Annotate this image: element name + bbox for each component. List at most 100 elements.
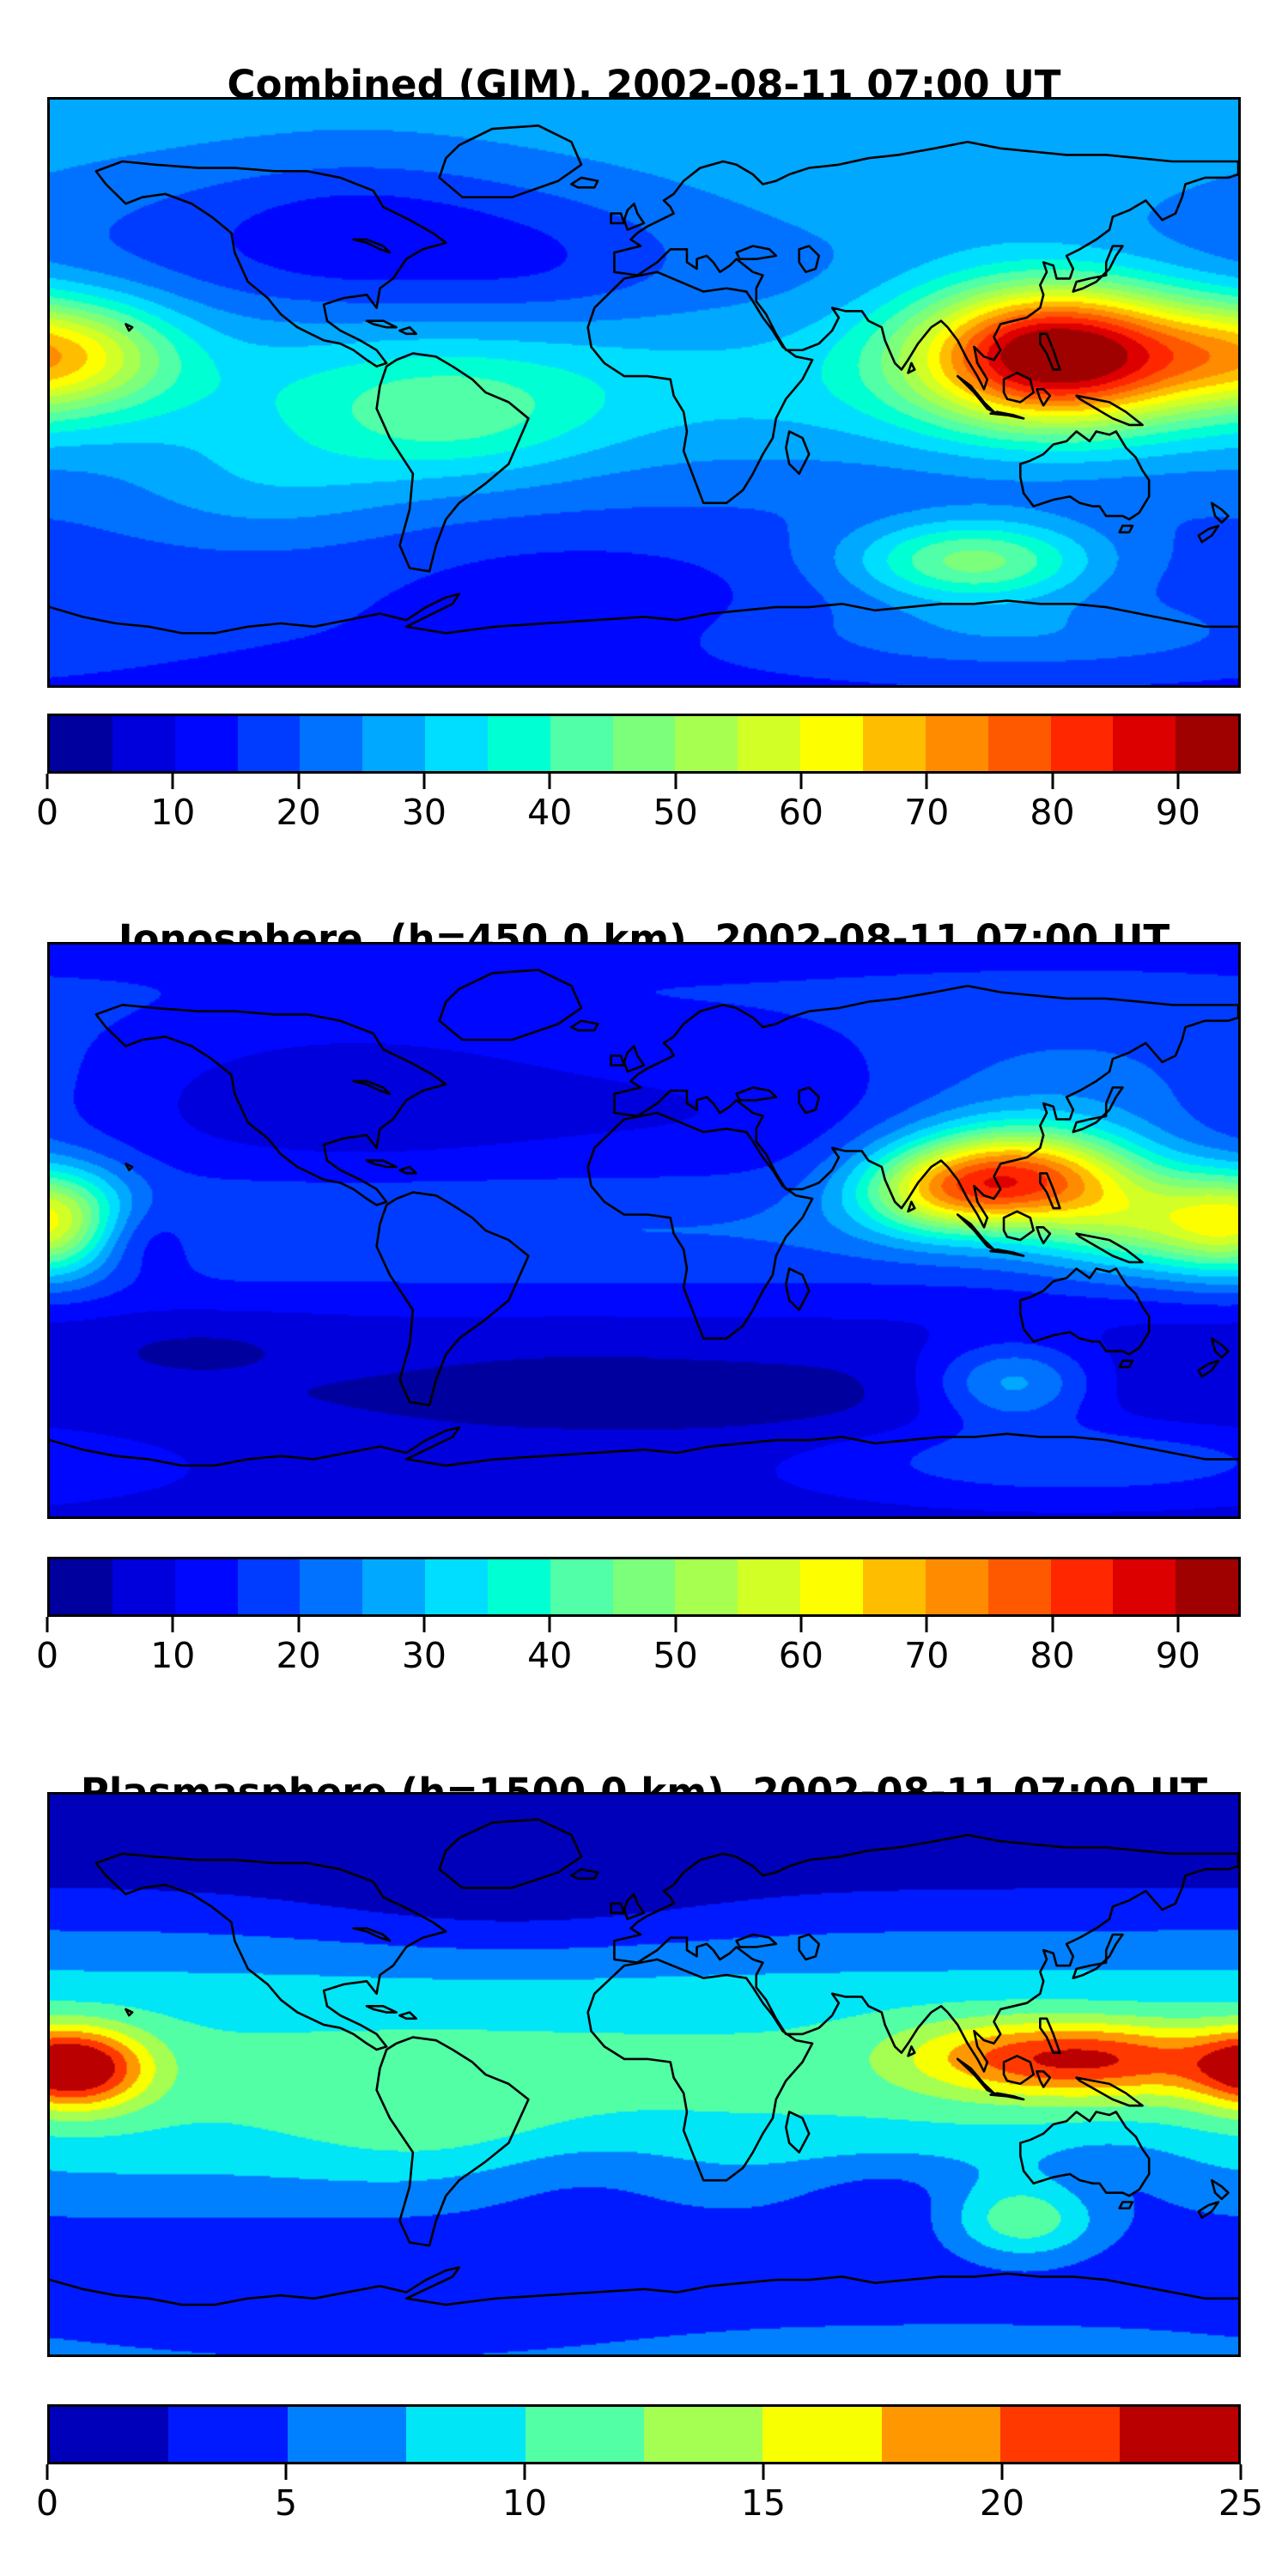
colorbar-band bbox=[925, 716, 988, 771]
colorbar-band bbox=[762, 2407, 882, 2462]
colorbar-tick-label: 10 bbox=[150, 1635, 196, 1676]
colorbar-tick-label: 20 bbox=[276, 792, 321, 833]
colorbar-tick-label: 50 bbox=[653, 792, 698, 833]
colorbar-tick-label: 0 bbox=[35, 792, 59, 833]
colorbar-tick-mark bbox=[297, 1617, 301, 1632]
colorbar-tick-mark bbox=[1176, 774, 1180, 789]
colorbar-tick-mark bbox=[422, 774, 426, 789]
colorbar-tick-mark bbox=[46, 2464, 49, 2480]
colorbar-band bbox=[1050, 716, 1114, 771]
colorbar-band bbox=[1176, 1559, 1239, 1614]
colorbar-band bbox=[738, 1559, 801, 1614]
colorbar-band bbox=[644, 2407, 763, 2462]
contour-field-canvas-plasmasphere bbox=[50, 1795, 1238, 2354]
colorbar-band bbox=[174, 716, 238, 771]
colorbar-band bbox=[237, 1559, 301, 1614]
colorbar-band bbox=[287, 2407, 407, 2462]
colorbar-plasmasphere: 0 5 10 15 20 25 bbox=[36, 2404, 1263, 2526]
colorbar-band bbox=[881, 2407, 1001, 2462]
colorbar-tick-label: 90 bbox=[1155, 1635, 1200, 1676]
coastline-path bbox=[50, 970, 1238, 1466]
colorbar-tick-mark bbox=[422, 1617, 426, 1632]
colorbar-tick-label: 90 bbox=[1155, 792, 1200, 833]
colorbar-band bbox=[925, 1559, 988, 1614]
colorbar-tick-mark bbox=[171, 1617, 174, 1632]
colorbar-band bbox=[862, 716, 926, 771]
colorbar-tick-mark bbox=[1051, 1617, 1054, 1632]
colorbar-band bbox=[800, 1559, 863, 1614]
colorbar-band bbox=[112, 1559, 175, 1614]
colorbar-tick-mark bbox=[799, 774, 803, 789]
colorbar-band bbox=[50, 716, 112, 771]
colorbar-band bbox=[1113, 716, 1176, 771]
colorbar-tick-label: 0 bbox=[35, 1635, 59, 1676]
coastline-path bbox=[50, 125, 1238, 633]
colorbar-band bbox=[168, 2407, 288, 2462]
contour-field-canvas-combined bbox=[50, 100, 1238, 685]
colorbar-band bbox=[525, 2407, 645, 2462]
colorbar-tick-mark bbox=[1239, 2464, 1242, 2480]
colorbar-band bbox=[738, 716, 801, 771]
colorbar-tick-labels: 0 10 20 30 40 50 60 70 80 90 bbox=[36, 1634, 1241, 1679]
colorbar-band bbox=[675, 1559, 738, 1614]
colorbar-tick-label: 5 bbox=[274, 2482, 298, 2524]
colorbar-ticks bbox=[46, 774, 1241, 791]
colorbar-band bbox=[362, 1559, 426, 1614]
colorbar-ticks bbox=[46, 2464, 1242, 2482]
colorbar-band bbox=[425, 1559, 488, 1614]
map-ionosphere bbox=[47, 942, 1241, 1519]
colorbar-tick-mark bbox=[925, 774, 928, 789]
colorbar-band bbox=[675, 716, 738, 771]
coastlines-overlay bbox=[50, 100, 1238, 685]
colorbar-tick-label: 50 bbox=[653, 1635, 698, 1676]
colorbar-band bbox=[50, 1559, 112, 1614]
colorbar-band bbox=[1050, 1559, 1114, 1614]
colorbar-band bbox=[550, 1559, 613, 1614]
colorbar-tick-label: 15 bbox=[740, 2482, 787, 2524]
colorbar-combined: 0 10 20 30 40 50 60 70 80 90 bbox=[36, 714, 1241, 835]
colorbar-tick-mark bbox=[674, 1617, 677, 1632]
colorbar-tick-label: 40 bbox=[527, 1635, 573, 1676]
colorbar-tick-mark bbox=[1176, 1617, 1180, 1632]
colorbar-band bbox=[50, 2407, 169, 2462]
colorbar-tick-mark bbox=[762, 2464, 765, 2480]
colorbar-tick-mark bbox=[46, 1617, 49, 1632]
colorbar-tick-label: 70 bbox=[904, 1635, 950, 1676]
colorbar-tick-label: 60 bbox=[778, 792, 823, 833]
contour-field-canvas-ionosphere bbox=[50, 945, 1238, 1516]
map-plasmasphere bbox=[47, 1792, 1241, 2357]
colorbar-band bbox=[112, 716, 175, 771]
colorbar-band bbox=[1113, 1559, 1176, 1614]
colorbar-tick-label: 30 bbox=[401, 792, 447, 833]
colorbar-tick-label: 60 bbox=[778, 1635, 823, 1676]
colorbar-bands bbox=[47, 2404, 1241, 2464]
colorbar-tick-labels: 0 5 10 15 20 25 bbox=[36, 2482, 1263, 2526]
colorbar-tick-labels: 0 10 20 30 40 50 60 70 80 90 bbox=[36, 791, 1241, 835]
colorbar-tick-mark bbox=[548, 774, 551, 789]
colorbar-tick-label: 20 bbox=[276, 1635, 321, 1676]
colorbar-band bbox=[987, 716, 1051, 771]
colorbar-tick-label: 20 bbox=[979, 2482, 1025, 2524]
colorbar-tick-label: 80 bbox=[1030, 792, 1075, 833]
colorbar-band bbox=[1119, 2407, 1239, 2462]
colorbar-tick-label: 30 bbox=[401, 1635, 447, 1676]
colorbar-band bbox=[987, 1559, 1051, 1614]
colorbar-tick-mark bbox=[799, 1617, 803, 1632]
colorbar-band bbox=[800, 716, 863, 771]
colorbar-tick-label: 25 bbox=[1218, 2482, 1264, 2524]
colorbar-band bbox=[862, 1559, 926, 1614]
colorbar-tick-label: 70 bbox=[904, 792, 950, 833]
colorbar-band bbox=[406, 2407, 526, 2462]
colorbar-tick-mark bbox=[925, 1617, 928, 1632]
colorbar-tick-mark bbox=[1051, 774, 1054, 789]
colorbar-tick-label: 0 bbox=[35, 2482, 59, 2524]
colorbar-band bbox=[1176, 716, 1239, 771]
colorbar-tick-mark bbox=[523, 2464, 526, 2480]
colorbar-tick-label: 40 bbox=[527, 792, 573, 833]
colorbar-tick-label: 80 bbox=[1030, 1635, 1075, 1676]
colorbar-tick-label: 10 bbox=[501, 2482, 548, 2524]
colorbar-bands bbox=[47, 1557, 1241, 1617]
coastlines-overlay bbox=[50, 945, 1238, 1516]
colorbar-band bbox=[300, 1559, 363, 1614]
colorbar-tick-label: 10 bbox=[150, 792, 196, 833]
